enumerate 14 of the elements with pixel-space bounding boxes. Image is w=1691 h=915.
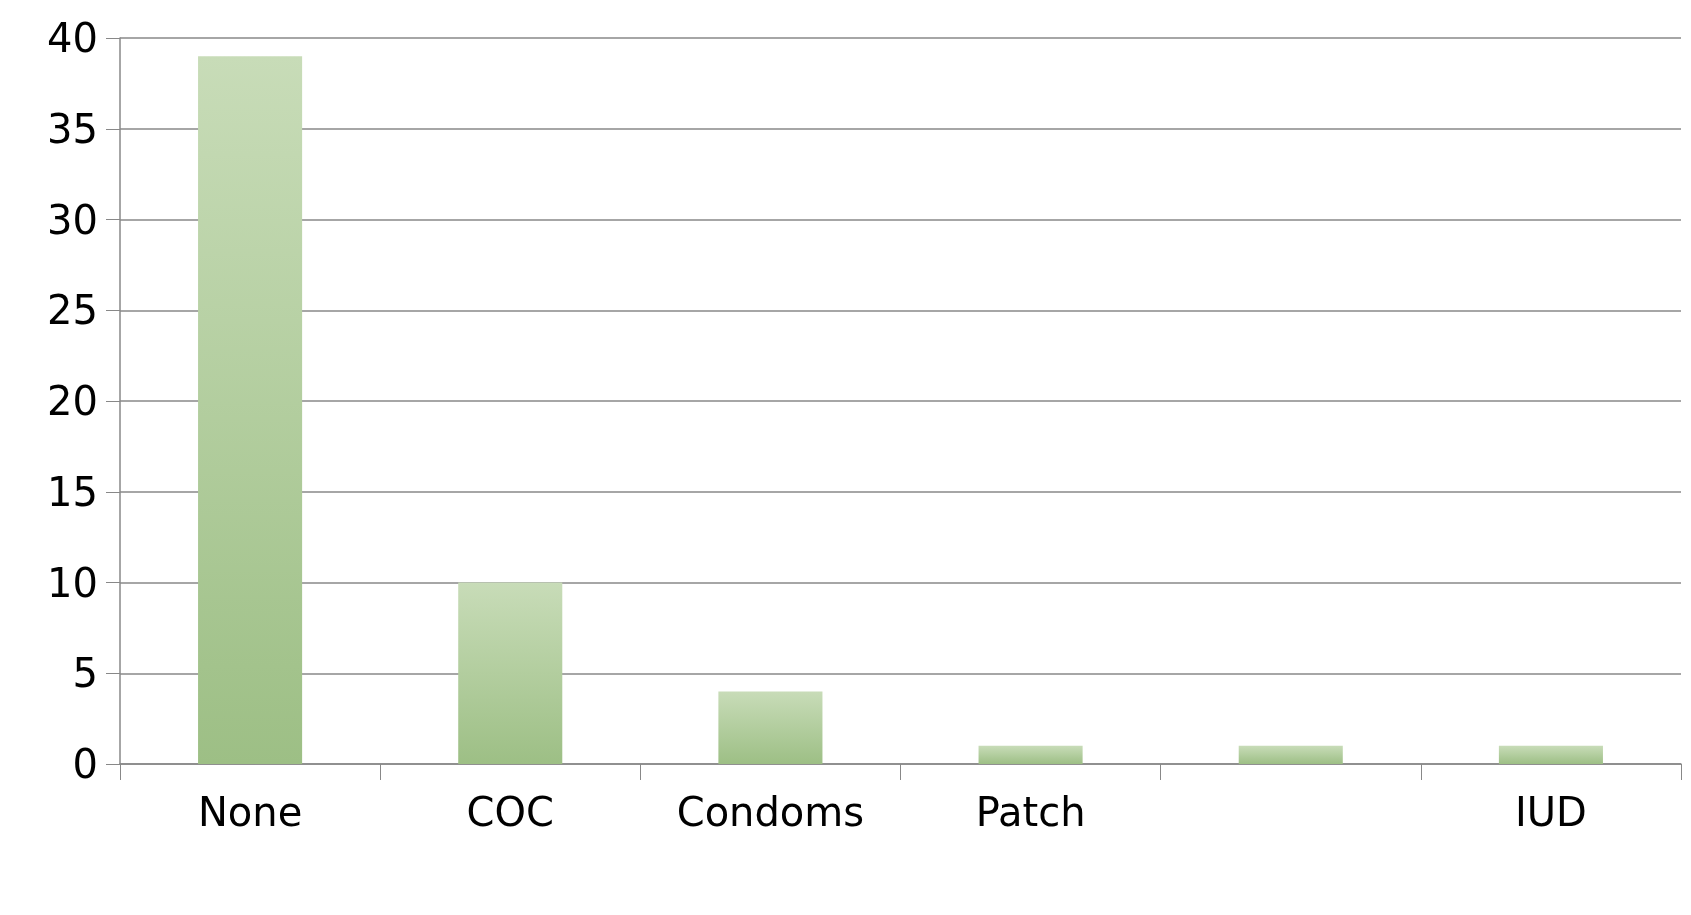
y-tick-label: 35 xyxy=(47,105,98,152)
y-tick-label: 30 xyxy=(47,196,98,243)
x-tick-label: COC xyxy=(466,789,554,835)
x-tick-label: Patch xyxy=(975,789,1086,835)
y-tick-label: 0 xyxy=(72,741,98,787)
x-tick-label: IUD xyxy=(1514,789,1587,835)
y-tick-label: 25 xyxy=(47,287,98,334)
x-tick-label: Condoms xyxy=(676,789,865,835)
y-tick-label: 5 xyxy=(72,650,98,697)
y-tick-label: 20 xyxy=(47,378,98,424)
y-tick-label: 40 xyxy=(47,15,98,61)
y-tick-label: 10 xyxy=(47,559,98,606)
y-tick-label: 15 xyxy=(47,468,98,515)
x-tick-label: None xyxy=(197,789,303,835)
